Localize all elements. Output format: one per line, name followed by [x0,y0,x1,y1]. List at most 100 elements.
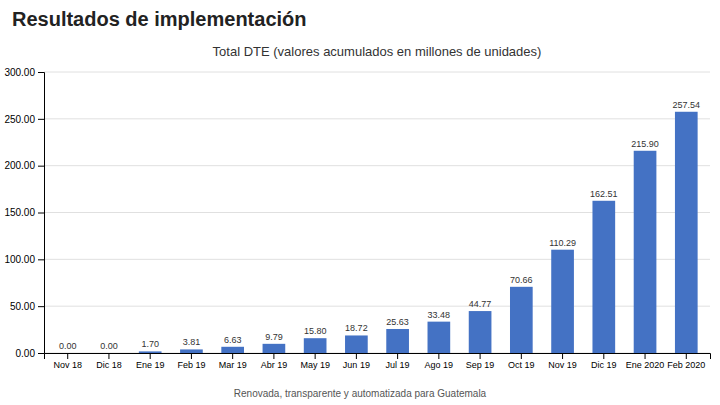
tick: Dic 19 [591,353,617,370]
tick-mark [38,119,44,120]
tick-mark [686,353,687,359]
tick-label: 150.00 [4,207,35,218]
bars [139,112,698,353]
tick: Abr 19 [261,353,288,370]
bar [304,338,327,353]
bar [98,353,121,354]
tick: Nov 19 [548,353,577,370]
tick: Ene 19 [136,353,165,370]
tick-label: 250.00 [4,114,35,125]
data-label: 0.00 [100,341,118,351]
data-label: 257.54 [673,100,701,110]
tick: 50.00 [10,301,44,312]
tick-label: Feb 2020 [667,360,705,370]
bar [510,287,533,353]
tick: 0.00 [16,348,44,359]
bar [469,311,492,353]
data-label: 3.81 [183,337,201,347]
tick-label: Mar 19 [219,360,247,370]
tick: Jun 19 [343,353,370,370]
tick-label: Ene 19 [136,360,165,370]
tick-mark [273,353,274,359]
tick-label: 300.00 [4,67,35,78]
title: Total DTE (valores acumulados en millone… [213,44,542,59]
tick: 150.00 [4,207,44,218]
tick-mark [397,353,398,359]
tick-label: May 19 [300,360,330,370]
bar [180,349,203,353]
tick-mark [38,306,44,307]
tick-label: Sep 19 [466,360,495,370]
data-label: 18.72 [345,323,368,333]
tick-mark [603,353,604,359]
tick-label: Nov 19 [548,360,577,370]
tick-label: 200.00 [4,160,35,171]
header: Resultados de implementación [12,8,307,30]
bar [56,353,79,354]
tick-label: Oct 19 [508,360,535,370]
tick: Feb 2020 [667,353,705,370]
bar [221,347,244,353]
tick: Mar 19 [219,353,247,370]
tick-label: Dic 18 [96,360,122,370]
tick-mark [38,166,44,167]
tick-mark [38,72,44,73]
tick: 250.00 [4,114,44,125]
tick-label: Abr 19 [261,360,288,370]
tick: 100.00 [4,254,44,265]
data-label: 1.70 [141,339,159,349]
tick-mark [108,353,109,359]
bar [345,335,368,353]
footer: Renovada, transparente y automatizada pa… [234,388,487,399]
tick: 300.00 [4,67,44,78]
data-label: 33.48 [428,310,451,320]
tick-label: Ene 2020 [626,360,665,370]
bar [139,351,162,353]
tick-mark [150,353,151,359]
tick: Dic 18 [96,353,122,370]
tick: 200.00 [4,160,44,171]
axis-line [45,354,711,360]
data-label: 25.63 [386,317,409,327]
bar [263,344,286,353]
tick-label: 50.00 [10,301,35,312]
tick-mark [521,353,522,359]
tick-mark [38,353,44,354]
tick: May 19 [300,353,330,370]
y-axis: 0.00 50.00 100.00 150.00 200.00 250.00 300.00 [4,67,44,359]
tick-label: Jun 19 [343,360,370,370]
tick-mark [562,353,563,359]
data-label: 0.00 [59,341,77,351]
bar [634,151,657,353]
tick-label: Ago 19 [425,360,454,370]
tick: Oct 19 [508,353,535,370]
data-label: 6.63 [224,335,242,345]
tick-mark [480,353,481,359]
data-label: 15.80 [304,326,327,336]
grid [44,72,710,353]
tick-mark [438,353,439,359]
tick: Ene 2020 [626,353,665,370]
tick: Jul 19 [386,353,410,370]
tick: Sep 19 [466,353,495,370]
bar [386,329,409,353]
chart: Resultados de implementación Total DTE (v… [0,0,720,405]
tick-mark [191,353,192,359]
tick-mark [38,259,44,260]
bar [428,322,451,353]
data-label: 162.51 [590,189,618,199]
data-label: 70.66 [510,275,533,285]
bar [551,250,574,353]
bar [675,112,698,353]
tick-mark [356,353,357,359]
bar [592,201,615,353]
grid-line [44,118,710,119]
tick-label: Jul 19 [386,360,410,370]
tick-label: 0.00 [16,348,36,359]
tick-mark [315,353,316,359]
tick-mark [67,353,68,359]
tick: Nov 18 [53,353,82,370]
plot: 0.00 50.00 100.00 150.00 200.00 250.00 300.00 N… [4,67,710,371]
grid-line [44,72,710,73]
tick: Ago 19 [425,353,454,370]
